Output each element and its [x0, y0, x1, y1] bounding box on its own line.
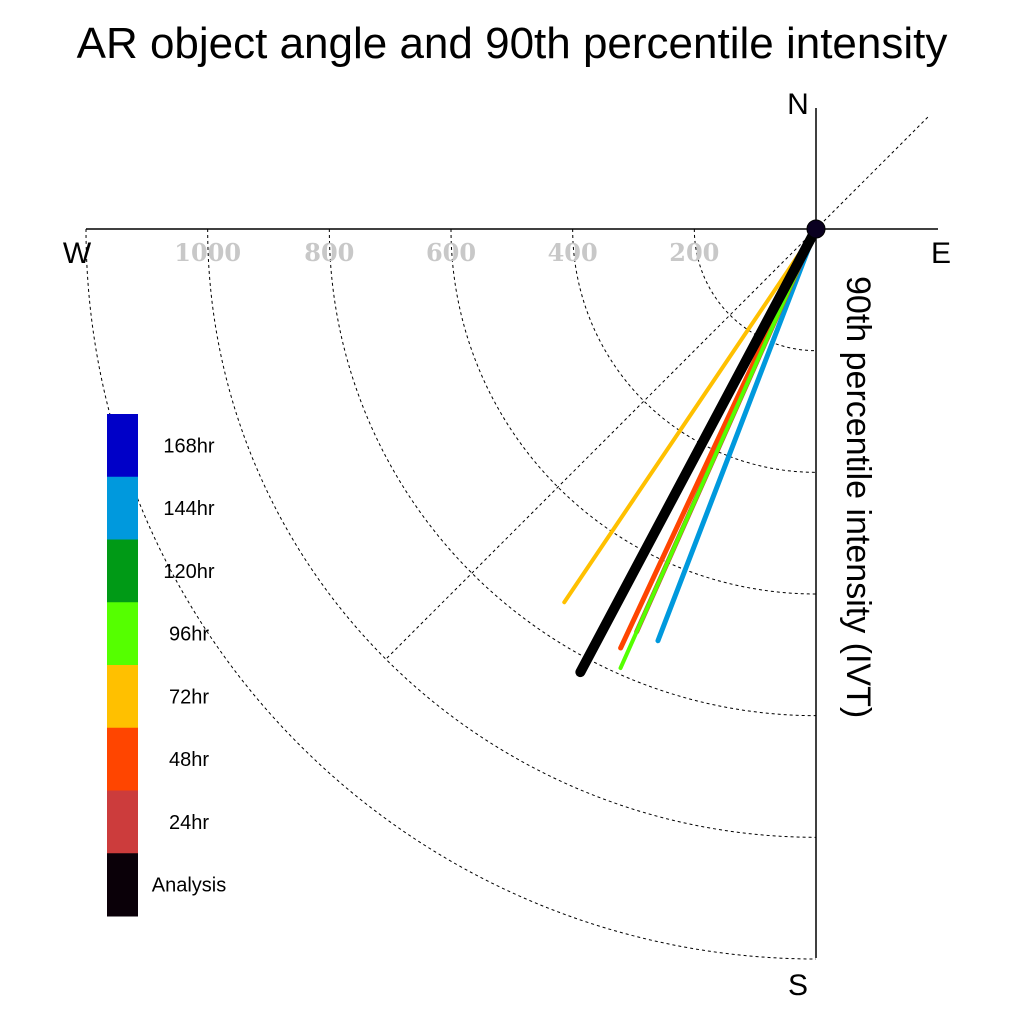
grid [85, 116, 929, 960]
legend-label: 168hr [163, 435, 214, 457]
legend-label: 72hr [169, 686, 209, 708]
legend-swatch [107, 727, 138, 791]
grid-ring [450, 228, 817, 595]
east-label: E [931, 237, 951, 270]
legend-label: 120hr [163, 561, 214, 583]
series-lines [562, 224, 821, 678]
legend-label: Analysis [152, 875, 226, 897]
y-axis-label: 90th percentile intensity (IVT) [839, 276, 877, 718]
legend-label: 144hr [163, 498, 214, 520]
legend-swatch [107, 790, 138, 854]
grid-ring [85, 228, 817, 960]
origin-marker [806, 219, 826, 239]
radial-tick-label: 200 [669, 238, 719, 267]
north-label: N [787, 88, 809, 121]
chart-title: AR object angle and 90th percentile inte… [77, 19, 948, 68]
axes [86, 108, 938, 958]
legend-swatch [107, 665, 138, 729]
south-label: S [788, 969, 808, 1002]
legend-swatch [107, 414, 138, 478]
series-line-analysis [575, 224, 821, 678]
legend-swatch [107, 853, 138, 917]
legend-label: 48hr [169, 749, 209, 771]
grid-ring [207, 228, 817, 838]
radial-tick-label: 800 [304, 238, 354, 267]
diagonal-gridline [385, 116, 929, 660]
grid-ring [328, 228, 817, 717]
series-line-72hr [562, 227, 818, 605]
west-label: W [63, 237, 92, 270]
grid-ring [572, 228, 817, 473]
series-line-96hr [618, 227, 818, 671]
series-line-144hr [655, 226, 819, 644]
grid-ring [693, 228, 817, 352]
legend-label: 96hr [169, 624, 209, 646]
radial-tick-label: 400 [548, 238, 598, 267]
radial-ticks: 1000 800 600 400 200 [174, 238, 719, 267]
legend-swatch [107, 539, 138, 603]
legend: 168hr 144hr 120hr 96hr 72hr 48hr 24hr Analysis [107, 414, 226, 917]
radial-tick-label: 1000 [174, 238, 241, 267]
legend-swatch [107, 476, 138, 540]
radial-tick-label: 600 [426, 238, 476, 267]
legend-swatch [107, 602, 138, 666]
legend-label: 24hr [169, 812, 209, 834]
